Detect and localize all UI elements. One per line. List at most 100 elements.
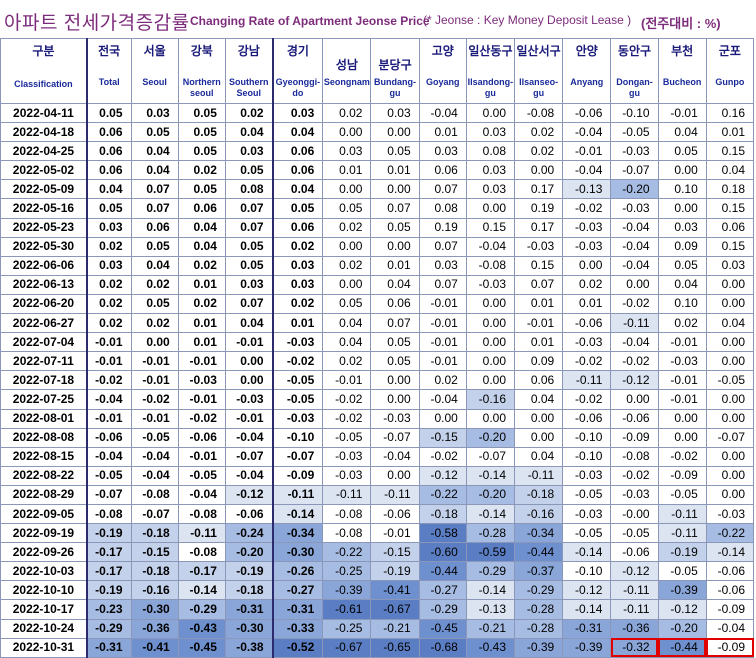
cell-value: -0.19 [657, 542, 707, 563]
cell-value: 0.07 [224, 293, 274, 315]
cell-value: 0.15 [705, 141, 755, 162]
cell-value: -0.26 [271, 561, 324, 582]
cell-value: 0.09 [657, 236, 707, 257]
cell-value: -0.05 [657, 561, 707, 582]
cell-value: 0.05 [130, 293, 179, 315]
cell-value: -0.08 [514, 102, 564, 124]
cell-value: -0.06 [705, 580, 755, 601]
table-row: 2022-07-18 -0.02 -0.01 -0.03 0.00 -0.05 -0.01 0… [0, 370, 755, 391]
cell-value: 0.05 [224, 255, 274, 276]
cell-value: -0.27 [418, 580, 467, 601]
cell-value: -0.04 [705, 618, 755, 639]
row-date: 2022-05-02 [0, 160, 88, 181]
cell-value: -0.38 [224, 637, 274, 658]
column-header-kr: 성남 [335, 58, 358, 72]
table-row: 2022-07-04 -0.01 0.00 0.01 -0.01 -0.03 0.04 0.0… [0, 332, 755, 353]
cell-value: -0.02 [177, 408, 226, 429]
cell-value: -0.04 [130, 465, 179, 486]
column-header-9: 일산동구 Ilsandong-gu [465, 38, 516, 104]
cell-value: -0.05 [177, 465, 226, 486]
cell-value: -0.32 [610, 637, 659, 658]
column-header-kr: 강북 [190, 44, 213, 58]
cell-value: -0.04 [224, 465, 274, 486]
cell-value: 0.00 [322, 179, 372, 200]
cell-value: 0.02 [418, 370, 467, 391]
cell-value: -0.04 [562, 160, 612, 181]
cell-value: -0.08 [322, 523, 372, 544]
cell-value: 0.05 [657, 255, 707, 276]
column-header-8: 고양 Goyang [418, 38, 467, 104]
cell-value: 0.04 [224, 313, 274, 334]
cell-value: 0.05 [322, 198, 372, 219]
cell-value: 0.08 [465, 141, 516, 162]
column-header-0: 구분 Classification [0, 38, 88, 104]
cell-value: -0.39 [514, 637, 564, 658]
cell-value: 0.07 [224, 217, 274, 238]
column-header-kr: 안양 [575, 44, 598, 58]
cell-value: -0.45 [418, 618, 467, 639]
cell-value: 0.00 [610, 389, 659, 410]
cell-value: 0.02 [177, 293, 226, 315]
cell-value: -0.05 [562, 484, 612, 505]
cell-value: -0.01 [85, 351, 132, 372]
cell-value: -0.05 [271, 389, 324, 410]
cell-value: -0.05 [657, 484, 707, 505]
cell-value: 0.02 [224, 102, 274, 124]
cell-value: 0.00 [370, 389, 420, 410]
cell-value: -0.08 [130, 484, 179, 505]
cell-value: 0.15 [465, 217, 516, 238]
cell-value: -0.59 [465, 542, 516, 563]
cell-value: -0.01 [514, 313, 564, 334]
cell-value: 0.15 [705, 198, 755, 219]
cell-value: 0.03 [224, 274, 274, 295]
cell-value: 0.02 [514, 122, 564, 143]
cell-value: -0.05 [562, 523, 612, 544]
column-header-7: 분당구 Bundang-gu [370, 38, 420, 104]
column-header-13: 부천 Bucheon [657, 38, 707, 104]
cell-value: 0.10 [657, 293, 707, 315]
cell-value: 0.00 [465, 313, 516, 334]
cell-value: -0.12 [224, 484, 274, 505]
cell-value: -0.01 [657, 102, 707, 124]
cell-value: 0.02 [322, 255, 372, 276]
cell-value: 0.00 [370, 236, 420, 257]
cell-value: 0.02 [177, 255, 226, 276]
column-header-4: 강남 Southern Seoul [224, 38, 274, 104]
column-header-11: 안양 Anyang [562, 38, 612, 104]
cell-value: -0.01 [418, 313, 467, 334]
cell-value: -0.01 [177, 446, 226, 467]
cell-value: -0.01 [418, 351, 467, 372]
cell-value: -0.01 [657, 389, 707, 410]
cell-value: 0.02 [85, 293, 132, 315]
cell-value: -0.31 [562, 618, 612, 639]
row-date: 2022-05-23 [0, 217, 88, 238]
cell-value: -0.21 [465, 618, 516, 639]
column-header-en: Gyeonggi-do [275, 77, 321, 98]
cell-value: -0.09 [610, 427, 659, 448]
cell-value: -0.02 [562, 198, 612, 219]
row-date: 2022-10-24 [0, 618, 88, 639]
cell-value: 0.00 [705, 446, 755, 467]
column-header-en: Seongnam [323, 77, 370, 87]
cell-value: 0.03 [271, 274, 324, 295]
cell-value: -0.15 [370, 542, 420, 563]
cell-value: -0.05 [705, 370, 755, 391]
cell-value: -0.11 [610, 313, 659, 334]
cell-value: -0.33 [271, 618, 324, 639]
cell-value: -0.03 [514, 236, 564, 257]
cell-value: -0.03 [224, 389, 274, 410]
cell-value: 0.03 [85, 217, 132, 238]
cell-value: 0.04 [271, 179, 324, 200]
table-row: 2022-10-31 -0.31 -0.41 -0.45 -0.38 -0.52 -0.67… [0, 637, 755, 658]
cell-value: -0.04 [610, 236, 659, 257]
cell-value: -0.29 [85, 618, 132, 639]
cell-value: -0.14 [465, 465, 516, 486]
table-row: 2022-04-18 0.06 0.05 0.05 0.04 0.04 0.00 0.00 0.… [0, 122, 755, 143]
cell-value: -0.37 [514, 561, 564, 582]
cell-value: 0.18 [705, 179, 755, 200]
cell-value: -0.04 [85, 389, 132, 410]
cell-value: -0.14 [271, 503, 324, 525]
cell-value: -0.12 [562, 580, 612, 601]
cell-value: 0.05 [370, 332, 420, 353]
cell-value: -0.29 [514, 580, 564, 601]
